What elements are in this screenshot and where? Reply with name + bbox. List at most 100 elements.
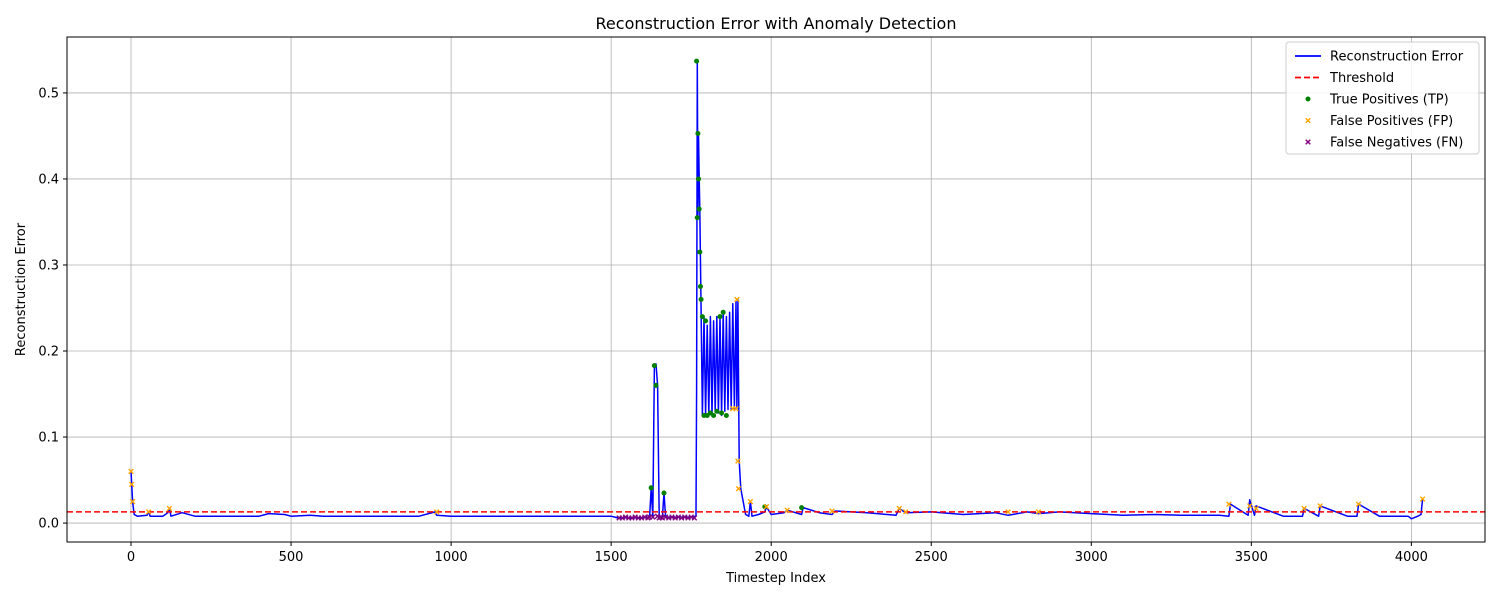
fp-point-stroke-b bbox=[784, 507, 790, 513]
fp-point bbox=[763, 503, 770, 510]
fp-point-stroke-b bbox=[1246, 503, 1253, 509]
fp-point bbox=[1246, 503, 1253, 509]
plot-area bbox=[67, 58, 1485, 521]
tp-point bbox=[694, 58, 700, 64]
fp-point bbox=[1226, 501, 1232, 507]
fn-point-stroke-b bbox=[665, 515, 672, 521]
y-tick-label: 0.4 bbox=[38, 172, 59, 187]
fp-point bbox=[1005, 509, 1011, 515]
fp-point-stroke-b bbox=[1419, 496, 1426, 502]
fn-point-stroke-b bbox=[691, 515, 698, 521]
fn-point-stroke-b bbox=[649, 514, 656, 520]
tp-point bbox=[651, 363, 657, 369]
x-axis-title: Timestep Index bbox=[725, 571, 826, 586]
legend-item-true-positives: True Positives (TP) bbox=[1305, 93, 1449, 108]
tp-point bbox=[697, 249, 703, 255]
fp-point bbox=[128, 481, 135, 488]
legend-swatch-marker-stroke-b bbox=[1305, 139, 1311, 145]
fp-point bbox=[735, 485, 742, 492]
x-tick-label: 2000 bbox=[755, 550, 788, 565]
fp-point-stroke-b bbox=[1035, 509, 1042, 515]
fn-point-stroke-b bbox=[619, 515, 626, 521]
fn-point bbox=[649, 514, 656, 520]
x-tick-label: 500 bbox=[279, 550, 304, 565]
legend-box bbox=[1285, 41, 1480, 155]
legend-swatch-marker bbox=[1305, 96, 1311, 102]
fn-point-stroke-b bbox=[659, 515, 666, 521]
y-tick-label: 0.2 bbox=[38, 345, 59, 360]
x-tick-label: 4000 bbox=[1395, 550, 1428, 565]
tp-point bbox=[696, 206, 702, 212]
fp-point-stroke-b bbox=[734, 296, 740, 303]
fp-point-stroke-b bbox=[829, 508, 835, 514]
tp-point bbox=[653, 382, 659, 388]
legend-label: Reconstruction Error bbox=[1330, 50, 1464, 65]
tp-point bbox=[711, 413, 717, 419]
fn-point bbox=[691, 515, 698, 521]
y-tick-label: 0.5 bbox=[38, 86, 59, 101]
tp-point bbox=[714, 408, 720, 414]
legend-item-false-positives: False Positives (FP) bbox=[1305, 114, 1453, 129]
tp-point bbox=[799, 505, 805, 511]
legend-item-false-negatives: False Negatives (FN) bbox=[1305, 136, 1463, 151]
chart-title: Reconstruction Error with Anomaly Detect… bbox=[596, 14, 957, 33]
x-tick-label: 3500 bbox=[1235, 550, 1268, 565]
fp-point bbox=[166, 505, 173, 512]
fn-point-stroke-b bbox=[672, 515, 678, 521]
x-tick-label: 0 bbox=[127, 550, 135, 565]
y-tick-label: 0.3 bbox=[38, 258, 59, 273]
x-tick-label: 3000 bbox=[1075, 550, 1108, 565]
tp-point bbox=[703, 318, 709, 324]
fp-point bbox=[128, 468, 134, 475]
fp-point-stroke-b bbox=[763, 503, 770, 510]
fp-point-stroke-b bbox=[1253, 505, 1259, 512]
tp-point bbox=[719, 410, 725, 416]
fp-point bbox=[1419, 496, 1426, 502]
fp-point-stroke-b bbox=[733, 405, 739, 412]
fp-point-stroke-b bbox=[735, 485, 742, 492]
fn-point-stroke-b bbox=[678, 515, 685, 521]
legend-item-reconstruction-error: Reconstruction Error bbox=[1295, 50, 1464, 65]
fp-point-stroke-b bbox=[1301, 505, 1307, 512]
fn-point-stroke-b bbox=[638, 515, 645, 521]
fp-point bbox=[784, 507, 790, 513]
legend-label: False Negatives (FN) bbox=[1330, 136, 1463, 151]
legend-label: True Positives (TP) bbox=[1329, 93, 1449, 108]
legend-label: Threshold bbox=[1329, 71, 1394, 86]
fp-point bbox=[733, 405, 739, 412]
fp-point bbox=[747, 498, 754, 505]
fn-point-stroke-b bbox=[685, 515, 691, 521]
tp-point bbox=[694, 215, 700, 221]
x-tick-label: 1500 bbox=[595, 550, 628, 565]
fp-point bbox=[129, 498, 136, 505]
series-layer bbox=[67, 58, 1485, 521]
legend-item-threshold: Threshold bbox=[1295, 71, 1394, 86]
legend-label: False Positives (FP) bbox=[1330, 114, 1453, 129]
y-axis-title: Reconstruction Error bbox=[14, 222, 29, 356]
tp-point bbox=[696, 176, 702, 182]
fp-point-stroke-b bbox=[128, 468, 134, 475]
fp-point-stroke-b bbox=[433, 509, 440, 515]
fp-point-stroke-b bbox=[1355, 501, 1362, 507]
fp-point-stroke-b bbox=[1226, 501, 1232, 507]
fp-point bbox=[1301, 505, 1307, 512]
fp-point bbox=[902, 509, 909, 515]
fp-point-stroke-b bbox=[128, 481, 135, 488]
plot-frame bbox=[66, 36, 1486, 543]
tp-point bbox=[698, 296, 704, 302]
tp-point bbox=[699, 314, 705, 320]
fp-point bbox=[1253, 505, 1259, 512]
x-tick-label: 1000 bbox=[435, 550, 468, 565]
fp-point-stroke-b bbox=[735, 458, 741, 464]
fp-point bbox=[734, 296, 740, 303]
tp-point bbox=[697, 283, 703, 289]
fp-point bbox=[145, 509, 152, 515]
legend-swatch-marker bbox=[1305, 117, 1311, 124]
fp-point-stroke-b bbox=[166, 505, 173, 512]
legend-swatch-marker bbox=[1305, 139, 1311, 145]
tp-point bbox=[695, 130, 701, 136]
tp-point bbox=[720, 309, 726, 315]
legend-swatch-marker-stroke-b bbox=[1305, 117, 1311, 124]
tp-point bbox=[723, 413, 729, 419]
